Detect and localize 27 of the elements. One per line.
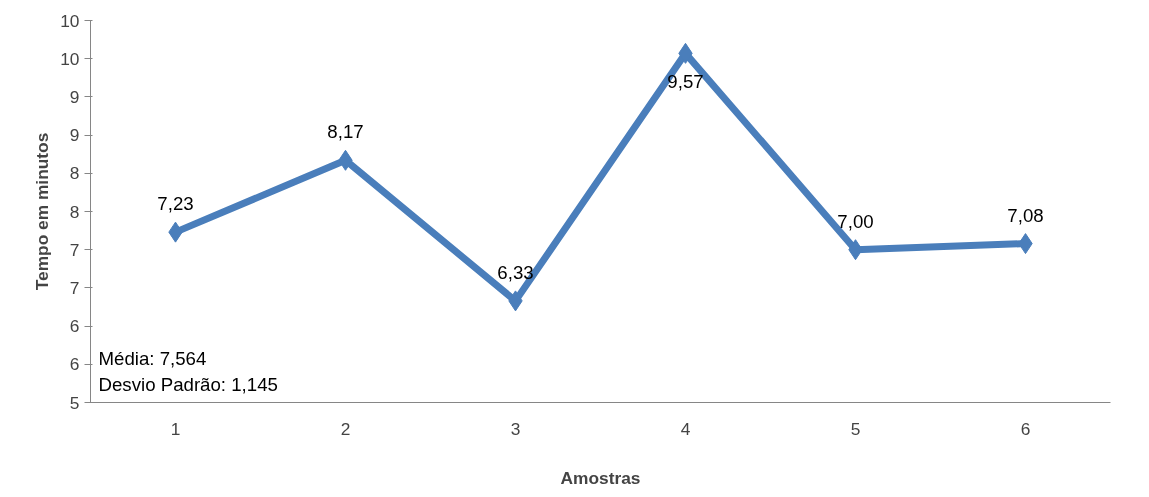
data-label: 8,17 (327, 121, 364, 143)
y-tick-label: 7 (69, 277, 80, 298)
y-tick-label: 10 (60, 48, 80, 69)
y-tick-label: 8 (69, 201, 80, 222)
x-tick-label: 3 (510, 418, 521, 439)
y-tick-label: 6 (69, 316, 80, 337)
x-axis-title: Amostras (560, 467, 641, 488)
annotation: Desvio Padrão: 1,145 (98, 373, 278, 395)
y-tick-label: 10 (60, 10, 80, 31)
data-label: 9,57 (667, 71, 704, 93)
y-tick-label: 5 (69, 392, 80, 413)
x-tick-label: 6 (1020, 418, 1031, 439)
x-tick-label: 1 (170, 418, 181, 439)
y-tick-label: 8 (69, 163, 80, 184)
annotation: Média: 7,564 (98, 347, 207, 369)
data-label: 6,33 (497, 261, 534, 283)
x-tick-label: 2 (340, 418, 351, 439)
y-axis-title: Tempo em minutos (32, 132, 53, 291)
data-label: 7,08 (1007, 204, 1044, 226)
y-tick-label: 7 (69, 239, 80, 260)
x-tick-label: 4 (680, 418, 691, 439)
y-tick-label: 9 (69, 125, 80, 146)
x-tick-label: 5 (850, 418, 861, 439)
y-tick-label: 6 (69, 354, 80, 375)
y-tick-label: 9 (69, 86, 80, 107)
data-label: 7,23 (157, 193, 194, 215)
data-label: 7,00 (837, 210, 874, 232)
